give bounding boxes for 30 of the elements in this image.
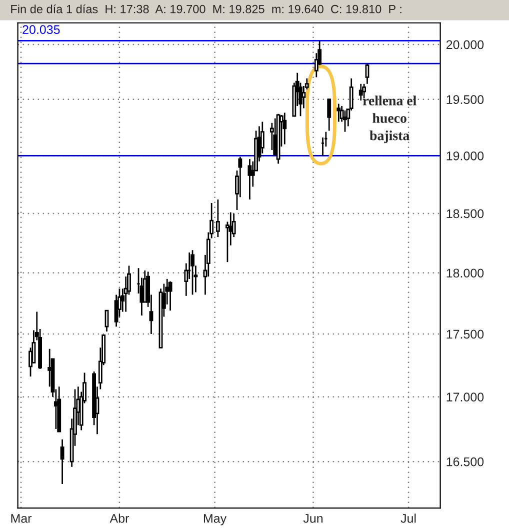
candlestick	[336, 103, 341, 122]
x-tick-label: Jun	[303, 514, 322, 523]
x-tick-label: May	[204, 514, 227, 526]
candlestick	[216, 198, 220, 238]
y-tick-label: 19.500	[446, 95, 484, 104]
candlestick	[343, 110, 347, 133]
y-tick-label: 17.000	[446, 392, 484, 402]
chart-title: Fin de día 1 días H: 17:38 A: 19.700 M: 19.825 m: 19.640 C: 19.810 P :	[11, 4, 402, 14]
candlestick	[60, 438, 64, 485]
candlestick	[270, 122, 274, 151]
x-tick-label: Abr	[110, 514, 129, 523]
candlestick	[190, 249, 194, 296]
y-tick-label: 18.500	[446, 209, 484, 218]
candlestick	[168, 280, 172, 312]
candlestick	[365, 62, 370, 85]
y-tick-label: 16.500	[446, 457, 484, 466]
candlestick	[358, 83, 363, 102]
x-tick-label: Jul	[400, 514, 416, 523]
candlestick	[282, 112, 287, 145]
y-tick-label: 19.000	[446, 151, 484, 160]
candlestick	[104, 310, 109, 332]
y-tick-label: 17.500	[446, 330, 484, 339]
candlestick	[238, 156, 242, 198]
ref-line-label: 20.035	[22, 25, 60, 34]
y-tick-label: 20.000	[446, 40, 484, 50]
y-tick-label: 18.000	[446, 268, 484, 278]
annotation: rellena el hueco bajista	[362, 96, 416, 144]
x-tick-label: Mar	[11, 514, 32, 523]
candlestick	[327, 98, 332, 132]
candlestick	[248, 158, 252, 200]
